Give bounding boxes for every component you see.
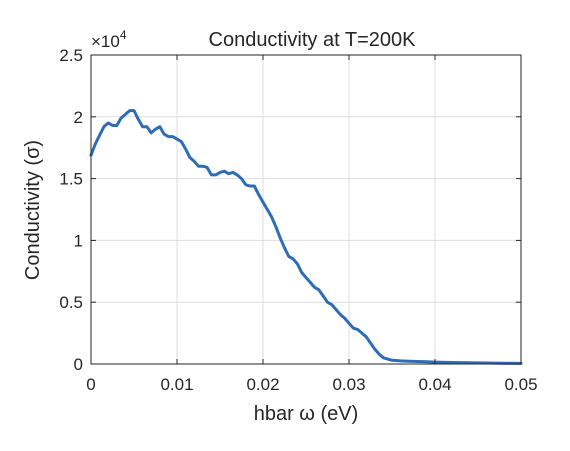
y-multiplier-base: ×10	[91, 32, 120, 51]
x-tick-label: 0.04	[418, 375, 451, 394]
conductivity-series-line	[89, 109, 523, 365]
y-axis-label: Conductivity (σ)	[22, 140, 44, 280]
y-multiplier-exponent: 4	[120, 28, 127, 42]
x-tick-label: 0.03	[332, 375, 365, 394]
y-tick-label: 0	[74, 355, 83, 374]
x-tick-label: 0.05	[504, 375, 537, 394]
y-tick-label: 1.5	[59, 170, 83, 189]
x-axis-label: hbar ω (eV)	[254, 403, 359, 425]
y-tick-label: 2	[74, 108, 83, 127]
x-tick-label: 0	[86, 375, 95, 394]
x-tick-labels: 0 0.01 0.02 0.03 0.04 0.05	[86, 375, 537, 394]
chart-title: Conductivity at T=200K	[209, 29, 417, 51]
y-tick-label: 0.5	[59, 293, 83, 312]
tick-marks	[90, 54, 522, 365]
x-tick-label: 0.02	[246, 375, 279, 394]
grid	[91, 55, 521, 364]
y-tick-labels: 0 0.5 1 1.5 2 2.5	[59, 46, 83, 374]
y-tick-label: 1	[74, 231, 83, 250]
y-tick-label: 2.5	[59, 46, 83, 65]
y-multiplier: ×104	[91, 28, 127, 51]
x-tick-label: 0.01	[160, 375, 193, 394]
plot-background	[91, 55, 521, 364]
axes-frame	[90, 54, 522, 365]
